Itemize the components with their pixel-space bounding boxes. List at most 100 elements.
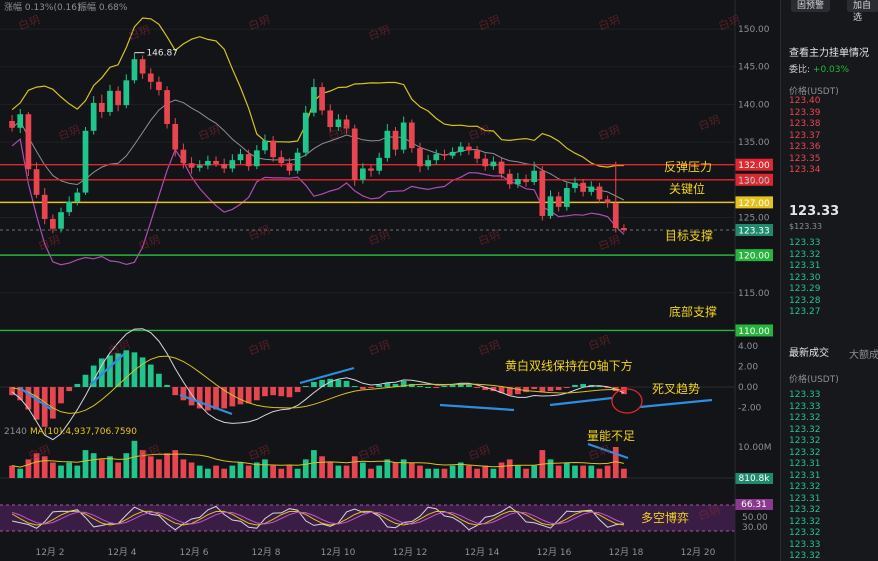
price-levels: 132.00 130.00 127.00 120.00 110.00 123.33 146.… (0, 49, 773, 337)
macd-bar-30 (253, 387, 260, 401)
volume-bar-56 (466, 465, 472, 478)
volume-bar-29 (245, 465, 252, 478)
volume-arrow (587, 442, 629, 460)
candle-body-58 (482, 158, 489, 167)
candle-body-28 (237, 154, 244, 161)
macd-bar-27 (229, 387, 236, 407)
amplitude-label: 振幅 0.68% (78, 1, 128, 13)
macd-bar-4 (41, 387, 48, 427)
volume-bar-6 (58, 465, 64, 478)
candle-body-34 (286, 163, 293, 171)
resistance-note: 反弹压力 (664, 160, 712, 174)
macd-bar-11 (98, 358, 105, 387)
sidebar-change: 委比: +0.03% (789, 65, 850, 75)
macd-bar-6 (58, 387, 64, 404)
macd-bar-47 (392, 383, 399, 387)
volume-bar-5 (50, 462, 56, 478)
volume-bar-52 (433, 468, 440, 478)
macd-bar-63 (523, 387, 529, 393)
price-tick-1: 145.00 (738, 63, 770, 73)
macd-bar-14 (123, 350, 130, 387)
candle-body-56 (466, 146, 472, 151)
macd-bar-33 (278, 387, 285, 397)
volume-current-tag (735, 473, 773, 484)
volume-bar-62 (515, 465, 521, 478)
x-tick-9: 12月 20 (681, 547, 716, 558)
death-cross-note: 死叉趋势 (652, 382, 700, 396)
volume-bar-40 (335, 465, 342, 478)
trades-row: 123.32 (789, 424, 821, 435)
macd-bar-18 (156, 373, 162, 387)
trades-row: 123.32 (789, 551, 821, 561)
trades-row: 123.32 (789, 413, 821, 423)
x-tick-0: 12月 2 (35, 547, 64, 558)
trades-row: 123.31 (789, 493, 821, 504)
candle-body-33 (278, 157, 285, 164)
candle-body-49 (408, 122, 415, 149)
asks-row: 123.35 (789, 153, 821, 164)
death-cross-circle (611, 388, 643, 414)
macd-arrow-7 (639, 398, 713, 409)
sidebar-last-price: 123.33 (789, 204, 840, 219)
candle-body-44 (368, 168, 374, 171)
volume-bar-16 (139, 450, 146, 478)
current-price-tag (735, 224, 773, 237)
macd-tick-3: -2.00 (738, 403, 762, 413)
volume-bar-35 (294, 468, 301, 478)
macd-bar-24 (205, 387, 211, 411)
tab-large-trades[interactable]: 大额成 (849, 350, 878, 361)
trades-row: 123.32 (789, 505, 821, 515)
trades-row: 123.31 (789, 470, 821, 481)
macd-bar-9 (82, 374, 89, 387)
volume-bar-48 (400, 459, 407, 478)
volume-bar-21 (180, 459, 187, 478)
volume-bar-50 (417, 465, 423, 478)
volume-bar-2 (25, 459, 32, 478)
volume-bar-38 (319, 456, 325, 478)
macd-bar-72 (596, 385, 603, 387)
candle-body-3 (33, 169, 40, 195)
volume-bar-46 (384, 459, 391, 478)
bids-row: 123.28 (789, 295, 821, 306)
sidebar-button-1[interactable]: 固预警 (791, 0, 831, 12)
osc-band (0, 505, 735, 531)
x-tick-8: 12月 18 (609, 547, 644, 558)
volume-bar-25 (213, 465, 219, 478)
volume-bar-51 (425, 468, 431, 478)
x-tick-7: 12月 16 (537, 547, 572, 558)
bids-row: 123.32 (789, 249, 821, 260)
volume-bar-14 (123, 453, 130, 478)
candle-body-63 (523, 179, 529, 183)
price-tick-2: 140.00 (738, 100, 770, 110)
volume-bar-70 (580, 465, 586, 478)
volume-bar-53 (441, 468, 448, 478)
asks-row: 123.39 (789, 107, 821, 118)
sidebar-last-price-sub: $123.33 (789, 222, 823, 231)
volume-bar-36 (302, 459, 309, 478)
macd-bar-56 (466, 384, 472, 387)
volume-bar-27 (229, 465, 236, 478)
tab-latest-trades[interactable]: 最新成交 (789, 348, 829, 359)
candle-body-12 (107, 90, 113, 112)
candle-body-10 (90, 102, 97, 131)
macd-bar-26 (221, 387, 228, 409)
volume-bar-33 (278, 468, 285, 478)
candle-body-70 (580, 182, 586, 192)
x-tick-1: 12月 4 (107, 547, 136, 558)
candle-body-54 (449, 151, 456, 156)
macd-bar-13 (115, 353, 121, 387)
volume-panel: 810.8k (0, 440, 773, 484)
sidebar-button-2[interactable]: 加自选 (847, 0, 878, 23)
macd-bar-38 (319, 379, 325, 387)
candle-body-14 (123, 80, 130, 106)
candle-body-65 (539, 170, 546, 216)
macd-bar-36 (302, 385, 309, 387)
macd-bar-19 (164, 384, 170, 387)
candle-body-45 (376, 157, 383, 171)
trades-price-header: 价格(USDT) (789, 375, 839, 385)
candle-body-37 (311, 87, 317, 113)
candle-body-17 (147, 73, 154, 82)
candle-body-73 (604, 199, 611, 204)
